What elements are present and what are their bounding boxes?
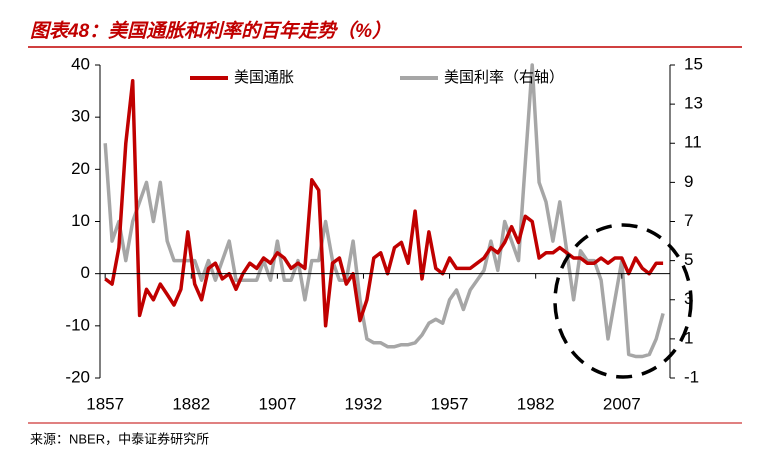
y2-tick-label: 9 <box>684 172 693 191</box>
chart-title: 图表48：美国通胀和利率的百年走势（%） <box>30 20 391 42</box>
y2-tick-label: -1 <box>684 367 699 386</box>
source: 来源：NBER，中泰证券研究所 <box>30 431 209 446</box>
x-tick-label: 1982 <box>517 394 555 413</box>
legend-label: 美国通胀 <box>234 69 294 86</box>
y-tick-label: 0 <box>81 263 90 282</box>
y-tick-label: 10 <box>71 211 90 230</box>
series-line <box>104 78 664 328</box>
y2-tick-label: 7 <box>684 211 693 230</box>
highlight-circle <box>553 223 693 379</box>
x-tick-label: 1932 <box>345 394 383 413</box>
legend-label: 美国利率（右轴） <box>444 69 564 86</box>
y-tick-label: -20 <box>65 367 90 386</box>
x-tick-label: 1957 <box>431 394 469 413</box>
x-tick-label: 1907 <box>258 394 296 413</box>
y2-tick-label: 13 <box>684 94 703 113</box>
y-tick-label: 30 <box>71 107 90 126</box>
y2-tick-label: 11 <box>684 133 702 152</box>
y-tick-label: 20 <box>71 159 90 178</box>
y2-tick-label: 1 <box>684 328 693 347</box>
x-tick-label: 1882 <box>172 394 210 413</box>
y2-tick-label: 5 <box>684 250 693 269</box>
y2-tick-label: 15 <box>684 54 703 73</box>
y-tick-label: 40 <box>71 54 90 73</box>
x-tick-label: 2007 <box>603 394 641 413</box>
series-line <box>103 63 665 359</box>
y2-tick-label: 3 <box>684 289 693 308</box>
y-tick-label: -10 <box>65 315 90 334</box>
x-tick-label: 1857 <box>86 394 124 413</box>
